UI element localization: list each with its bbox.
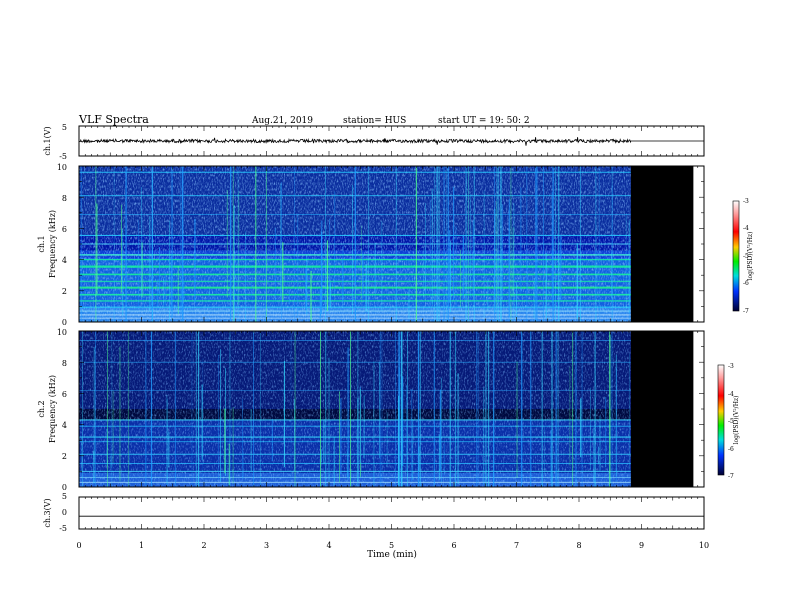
ch1-ytick-bottom: -5 <box>59 152 67 161</box>
x-tick-label-0: 0 <box>76 541 81 550</box>
header-date: Aug.21, 2019 <box>251 116 313 126</box>
ch2-ytick-0: 0 <box>62 483 67 492</box>
ch1-ytick-8: 8 <box>62 194 67 203</box>
x-tick-label-7: 7 <box>514 541 519 550</box>
ch1-colorbar-label: log(PSD)(V²/Hz) <box>747 232 754 281</box>
ch1-ytick-10: 10 <box>57 163 67 172</box>
waveform-line <box>78 137 704 146</box>
x-tick-label-8: 8 <box>576 541 581 550</box>
ch3-waveform-panel: 5 0 -5 ch.3(V) <box>43 492 705 533</box>
ch1-cbar-tick-m6: -6 <box>743 280 749 287</box>
ch1-cbar-tick-m3: -3 <box>743 198 749 205</box>
figure-title: VLF Spectra <box>78 113 149 126</box>
time-ticks <box>78 126 705 529</box>
ch2-ytick-10: 10 <box>57 328 67 337</box>
ch1-ytick-4: 4 <box>62 256 67 265</box>
ch1-spectrogram-ylabel: Frequency (kHz) <box>48 210 57 278</box>
ch1-waveform-trace <box>78 137 704 146</box>
spectrogram-noise <box>79 331 631 487</box>
ch1-cbar-tick-m5: -5 <box>743 253 749 260</box>
header: VLF Spectra Aug.21, 2019 station= HUS st… <box>78 113 530 126</box>
ch1-cbar-tick-m7: -7 <box>743 308 749 315</box>
ch3-ytick-bottom: -5 <box>59 524 67 533</box>
ch1-cbar-tick-m4: -4 <box>743 225 749 232</box>
ch1-spectrogram-channel-label: ch.1 <box>37 235 46 252</box>
header-station: station= HUS <box>343 116 406 126</box>
x-axis-tick-labels: 0 1 2 3 4 5 6 7 8 9 10 <box>76 541 709 550</box>
ch2-cbar-tick-m5: -5 <box>728 418 734 425</box>
x-tick-label-6: 6 <box>451 541 456 550</box>
ch1-ytick-6: 6 <box>62 225 67 234</box>
no-data-region <box>630 166 694 322</box>
ch1-waveform-panel: 5 -5 ch.1(V) <box>43 123 705 161</box>
ch3-ytick-mid: 0 <box>62 508 67 517</box>
ch2-spectrogram-ylabel: Frequency (kHz) <box>48 375 57 443</box>
ch2-cbar-tick-m7: -7 <box>728 473 734 480</box>
ch1-ytick-top: 5 <box>62 123 67 132</box>
ch2-spectrogram-panel: 0 2 4 6 8 10 ch.2 Frequency (kHz) -3 -4 … <box>37 328 740 492</box>
ch2-spectrogram-channel-label: ch.2 <box>37 400 46 417</box>
ch2-colorbar-label: log(PSD)(V²/Hz) <box>733 396 740 445</box>
ch1-colorbar <box>732 200 740 312</box>
x-tick-label-3: 3 <box>264 541 269 550</box>
x-tick-label-5: 5 <box>389 541 394 550</box>
ch2-ytick-8: 8 <box>62 359 67 368</box>
ch1-spectrogram-image <box>79 166 694 322</box>
ch1-spectrogram-panel: 0 2 4 6 8 10 ch.1 Frequency (kHz) -3 -4 … <box>37 163 754 327</box>
ch2-ytick-2: 2 <box>62 452 67 461</box>
ch2-cbar-tick-m6: -6 <box>728 446 734 453</box>
x-axis-label: Time (min) <box>367 549 417 560</box>
ch1-ytick-0: 0 <box>62 318 67 327</box>
x-tick-label-4: 4 <box>326 541 331 550</box>
no-data-region <box>630 331 694 487</box>
ch3-ytick-top: 5 <box>62 492 67 501</box>
ch2-colorbar <box>717 364 725 476</box>
ch2-ytick-6: 6 <box>62 390 67 399</box>
x-tick-label-10: 10 <box>699 541 709 550</box>
ch2-ytick-4: 4 <box>62 421 67 430</box>
ch2-spectrogram-image <box>79 331 694 487</box>
x-tick-label-1: 1 <box>139 541 144 550</box>
x-tick-label-2: 2 <box>201 541 206 550</box>
ch1-waveform-ylabel: ch.1(V) <box>43 126 52 155</box>
ch2-cbar-tick-m3: -3 <box>728 363 734 370</box>
ch3-waveform-ylabel: ch.3(V) <box>43 498 52 527</box>
ch2-cbar-tick-m4: -4 <box>728 391 734 398</box>
ch1-ytick-2: 2 <box>62 287 67 296</box>
x-tick-label-9: 9 <box>639 541 644 550</box>
header-start-time: start UT = 19: 50: 2 <box>438 116 530 126</box>
